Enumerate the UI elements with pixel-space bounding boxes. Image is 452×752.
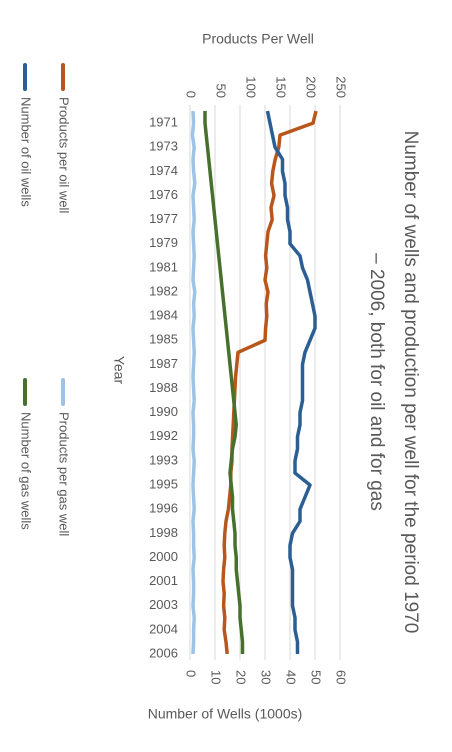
y2-tick-label: 20	[234, 670, 249, 684]
x-tick-label: 1982	[149, 283, 178, 298]
x-tick-label: 2000	[149, 549, 178, 564]
x-tick-label: 1973	[149, 139, 178, 154]
x-tick-label: 2001	[149, 573, 178, 588]
y-tick-label: 100	[244, 76, 259, 98]
y2-tick-label: 40	[284, 670, 299, 684]
y-axis-title: Products Per Well	[202, 31, 314, 47]
x-tick-label: 1971	[149, 115, 178, 130]
y-tick-label: 0	[184, 91, 199, 98]
legend-label: Products per oil well	[57, 97, 72, 213]
y-tick-label: 250	[334, 76, 349, 98]
y2-axis-title: Number of Wells (1000s)	[148, 706, 303, 722]
series-line	[203, 111, 245, 654]
chart-title: Number of wells and production per well …	[366, 131, 421, 634]
x-tick-label: 1992	[149, 428, 178, 443]
y-tick-label: 50	[214, 84, 229, 98]
rotated-chart: Number of wells and production per well …	[19, 31, 421, 722]
x-tick-label: 1996	[149, 501, 178, 516]
x-tick-label: 1984	[149, 308, 178, 323]
x-tick-label: 1985	[149, 332, 178, 347]
legend-label: Number of oil wells	[19, 97, 34, 207]
x-tick-label: 2006	[149, 645, 178, 660]
x-tick-label: 1990	[149, 404, 178, 419]
x-tick-label: 1987	[149, 356, 178, 371]
legend-label: Products per gas well	[57, 412, 72, 536]
x-tick-label: 2003	[149, 597, 178, 612]
y2-tick-label: 0	[184, 670, 199, 677]
legend-label: Number of gas wells	[19, 412, 34, 530]
y-tick-label: 200	[304, 76, 319, 98]
y2-tick-label: 50	[309, 670, 324, 684]
x-tick-label: 2004	[149, 621, 178, 636]
y2-tick-label: 60	[334, 670, 349, 684]
series-line	[265, 110, 317, 654]
x-tick-label: 1976	[149, 187, 178, 202]
x-tick-label: 1998	[149, 525, 178, 540]
y2-tick-label: 10	[209, 670, 224, 684]
x-tick-label: 1979	[149, 235, 178, 250]
x-tick-label: 1995	[149, 476, 178, 491]
series-line	[190, 110, 197, 655]
x-tick-label: 1993	[149, 452, 178, 467]
x-tick-label: 1974	[149, 163, 178, 178]
x-tick-label: 1977	[149, 211, 178, 226]
x-tick-label: 1988	[149, 380, 178, 395]
x-tick-label: 1981	[149, 259, 178, 274]
series-line	[221, 110, 318, 655]
y-tick-label: 150	[274, 76, 289, 98]
y2-tick-label: 30	[259, 670, 274, 684]
x-axis-title: Year	[111, 356, 127, 385]
